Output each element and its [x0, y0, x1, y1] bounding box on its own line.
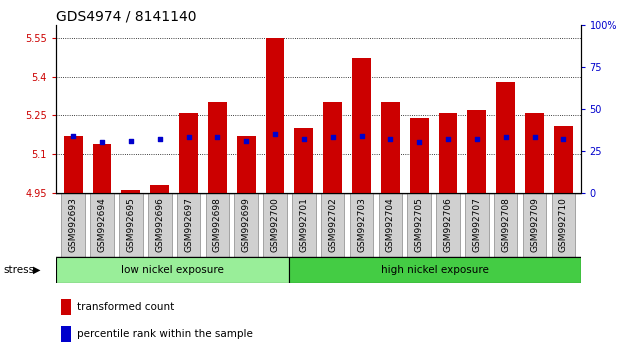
Text: GSM992703: GSM992703 [357, 197, 366, 252]
Bar [468, 110, 486, 193]
FancyBboxPatch shape [177, 193, 201, 257]
Text: GSM992704: GSM992704 [386, 198, 395, 252]
Text: GSM992706: GSM992706 [443, 197, 453, 252]
Bar [208, 102, 227, 193]
Bar [525, 113, 544, 193]
Text: GSM992698: GSM992698 [213, 197, 222, 252]
Text: GSM992705: GSM992705 [415, 197, 424, 252]
Bar [352, 58, 371, 193]
Bar [61, 299, 71, 315]
Text: ▶: ▶ [33, 265, 40, 275]
Text: GSM992710: GSM992710 [559, 197, 568, 252]
Text: transformed count: transformed count [77, 302, 174, 313]
FancyBboxPatch shape [119, 193, 143, 257]
FancyBboxPatch shape [551, 193, 575, 257]
FancyBboxPatch shape [292, 193, 315, 257]
Text: GSM992709: GSM992709 [530, 197, 539, 252]
FancyBboxPatch shape [148, 193, 171, 257]
Bar [93, 144, 111, 193]
FancyBboxPatch shape [436, 193, 460, 257]
FancyBboxPatch shape [321, 193, 345, 257]
Text: GSM992708: GSM992708 [501, 197, 510, 252]
Point [68, 133, 78, 139]
Point [270, 131, 280, 137]
Point [414, 140, 424, 145]
Bar [324, 102, 342, 193]
Point [558, 136, 568, 142]
Text: stress: stress [3, 265, 34, 275]
Bar [438, 113, 458, 193]
FancyBboxPatch shape [90, 193, 114, 257]
Text: percentile rank within the sample: percentile rank within the sample [77, 329, 253, 339]
Point [97, 140, 107, 145]
Bar [410, 118, 428, 193]
Text: GSM992696: GSM992696 [155, 197, 164, 252]
Bar [64, 136, 83, 193]
Point [472, 136, 482, 142]
Bar [294, 128, 313, 193]
Point [241, 138, 251, 144]
Text: GSM992701: GSM992701 [299, 197, 309, 252]
Point [328, 135, 338, 140]
Bar [237, 136, 256, 193]
Text: high nickel exposure: high nickel exposure [381, 265, 489, 275]
Bar [61, 326, 71, 342]
Point [443, 136, 453, 142]
Bar [122, 190, 140, 193]
Bar [150, 185, 169, 193]
Point [356, 133, 366, 139]
Text: GSM992693: GSM992693 [69, 197, 78, 252]
FancyBboxPatch shape [61, 193, 85, 257]
FancyBboxPatch shape [263, 193, 287, 257]
Bar [56, 257, 289, 283]
Bar [266, 38, 284, 193]
Text: GSM992697: GSM992697 [184, 197, 193, 252]
FancyBboxPatch shape [494, 193, 517, 257]
Bar [554, 126, 573, 193]
Text: GSM992700: GSM992700 [271, 197, 279, 252]
Point [386, 136, 396, 142]
Text: GSM992707: GSM992707 [473, 197, 481, 252]
FancyBboxPatch shape [407, 193, 431, 257]
Bar [381, 102, 400, 193]
Text: GSM992694: GSM992694 [97, 198, 107, 252]
Point [184, 135, 194, 140]
Point [501, 135, 510, 140]
Point [530, 135, 540, 140]
Text: GSM992702: GSM992702 [328, 198, 337, 252]
Bar [289, 257, 581, 283]
Text: GSM992695: GSM992695 [126, 197, 135, 252]
Text: GDS4974 / 8141140: GDS4974 / 8141140 [56, 10, 196, 24]
FancyBboxPatch shape [379, 193, 402, 257]
Text: GSM992699: GSM992699 [242, 197, 251, 252]
Point [299, 136, 309, 142]
Point [155, 136, 165, 142]
FancyBboxPatch shape [523, 193, 546, 257]
FancyBboxPatch shape [206, 193, 229, 257]
Bar [496, 82, 515, 193]
Bar [179, 113, 198, 193]
Point [212, 135, 222, 140]
Text: low nickel exposure: low nickel exposure [121, 265, 224, 275]
FancyBboxPatch shape [465, 193, 489, 257]
FancyBboxPatch shape [350, 193, 373, 257]
FancyBboxPatch shape [234, 193, 258, 257]
Point [126, 138, 136, 144]
